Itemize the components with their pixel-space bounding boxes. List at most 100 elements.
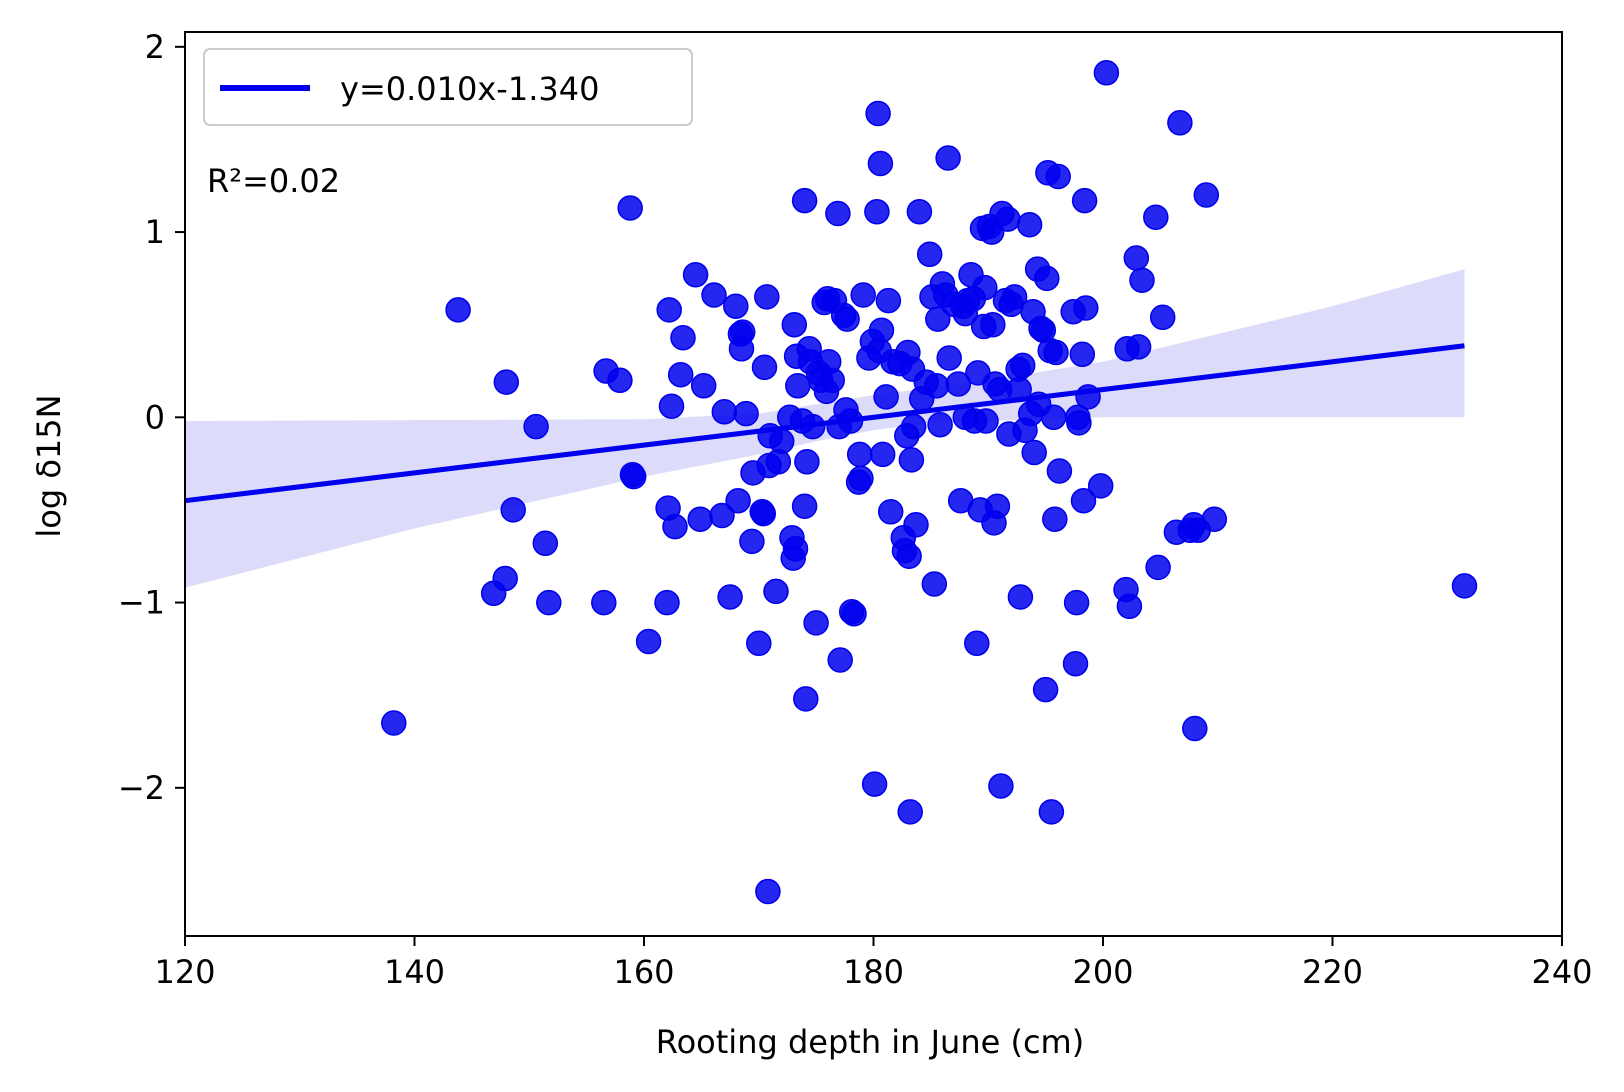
x-tick-label: 120 [154,953,215,991]
data-point [725,487,751,514]
data-point [1007,584,1034,610]
data-point [1038,799,1065,825]
data-point [984,493,1011,519]
data-point [868,317,895,343]
data-point [667,361,694,388]
data-point [897,799,923,825]
data-point [1451,573,1478,599]
data-point [754,284,780,310]
data-point [794,449,820,475]
data-point [877,499,904,525]
data-point [1042,506,1068,532]
data-point [1062,650,1089,677]
y-tick-label: 0 [145,398,165,436]
data-point [1193,182,1220,208]
data-point [1009,352,1036,379]
data-point [532,530,559,557]
data-point [1001,284,1028,310]
data-point [670,324,696,351]
points-layer [381,60,1478,905]
data-point [445,297,471,323]
data-point [927,411,953,438]
data-point [687,506,713,532]
data-point [782,536,809,562]
data-point [1116,593,1143,620]
data-point [1034,265,1060,292]
data-point [1040,404,1067,431]
data-point [1182,715,1208,742]
data-point [867,150,894,177]
data-point [916,241,943,268]
data-point [500,497,526,523]
data-point [755,878,781,905]
data-point [791,493,818,519]
data-point [536,589,562,616]
data-point [1149,304,1176,331]
data-point [763,578,789,605]
legend-box [203,48,693,126]
data-point [973,408,999,434]
data-point [1167,110,1193,136]
data-point [750,500,777,527]
x-tick-label: 200 [1072,953,1133,991]
y-axis-label: log δ15N [30,394,68,537]
data-point [925,306,951,332]
data-point [936,345,962,371]
data-point [493,369,520,395]
data-point [846,441,873,468]
data-point [656,297,682,323]
data-point [1073,295,1099,321]
legend-entry: y=0.010x-1.340 [340,70,599,108]
data-point [1071,187,1098,214]
data-point [1123,245,1150,271]
data-point [690,373,717,399]
legend: y=0.010x-1.340 [203,48,693,126]
data-point [1063,589,1090,616]
data-point [751,354,778,381]
data-point [662,513,688,540]
x-tick-label: 140 [384,953,445,991]
x-tick-label: 180 [843,953,904,991]
data-point [906,198,933,225]
data-point [964,630,990,657]
data-point [861,771,888,797]
data-point [607,367,633,394]
data-point [654,589,680,616]
data-point [900,413,927,440]
data-point [1125,334,1152,360]
data-point [723,293,749,319]
data-point [701,282,727,308]
data-point [733,400,759,427]
data-point [1032,676,1059,703]
x-tick-label: 240 [1531,953,1592,991]
data-point [935,145,961,171]
data-point [819,367,845,394]
data-point [1045,163,1071,190]
data-point [995,206,1021,232]
data-point [972,274,998,301]
data-point [523,413,549,440]
data-point [1143,204,1169,230]
data-point [617,195,643,221]
data-point [785,373,811,399]
data-point [903,512,929,538]
data-point [1093,60,1120,86]
data-point [803,610,829,636]
data-point [1043,339,1069,366]
data-point [988,773,1014,799]
y-tick-label: 1 [145,213,165,251]
data-point [923,373,950,399]
regression-line [184,343,1465,504]
data-point [658,393,685,419]
data-point [825,200,851,227]
y-tick-label: −1 [118,584,165,622]
data-point [711,399,738,425]
data-point [827,647,853,673]
data-point [1066,410,1092,436]
data-point [746,630,772,657]
data-point [898,447,925,473]
data-point [1021,439,1047,466]
data-point [945,371,972,397]
data-point [896,543,922,569]
